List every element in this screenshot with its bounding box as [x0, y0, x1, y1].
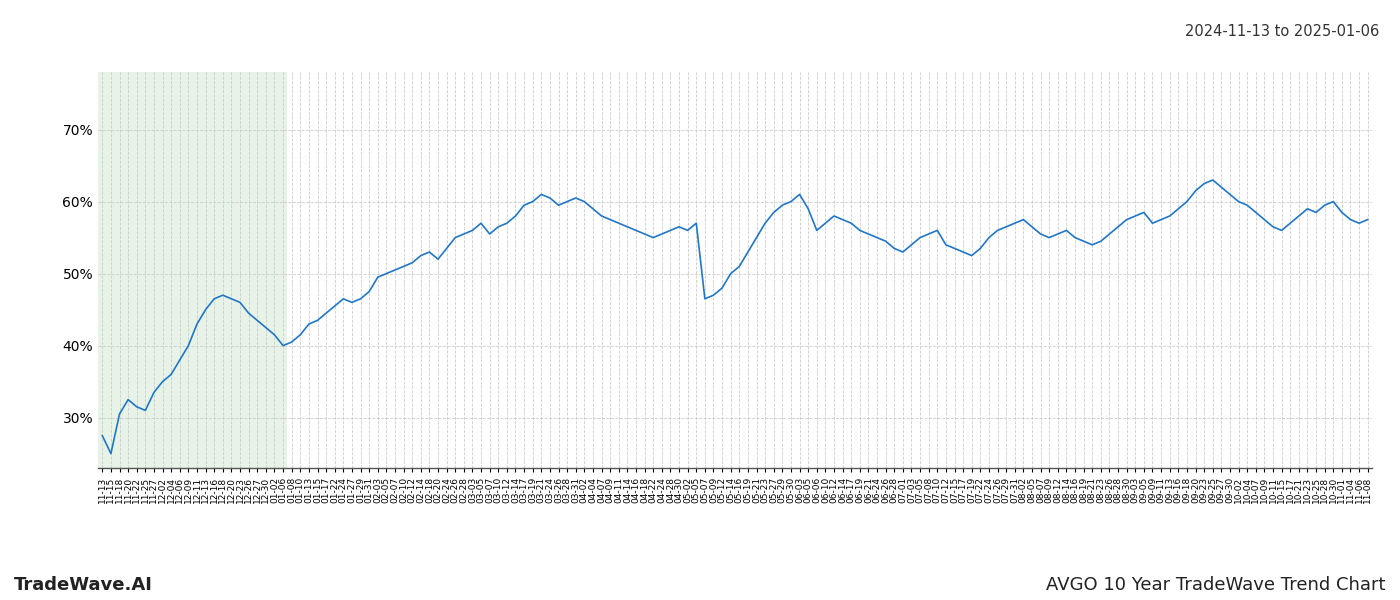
Text: 2024-11-13 to 2025-01-06: 2024-11-13 to 2025-01-06 — [1184, 24, 1379, 39]
Text: AVGO 10 Year TradeWave Trend Chart: AVGO 10 Year TradeWave Trend Chart — [1047, 576, 1386, 594]
Bar — [98, 72, 287, 468]
Text: TradeWave.AI: TradeWave.AI — [14, 576, 153, 594]
